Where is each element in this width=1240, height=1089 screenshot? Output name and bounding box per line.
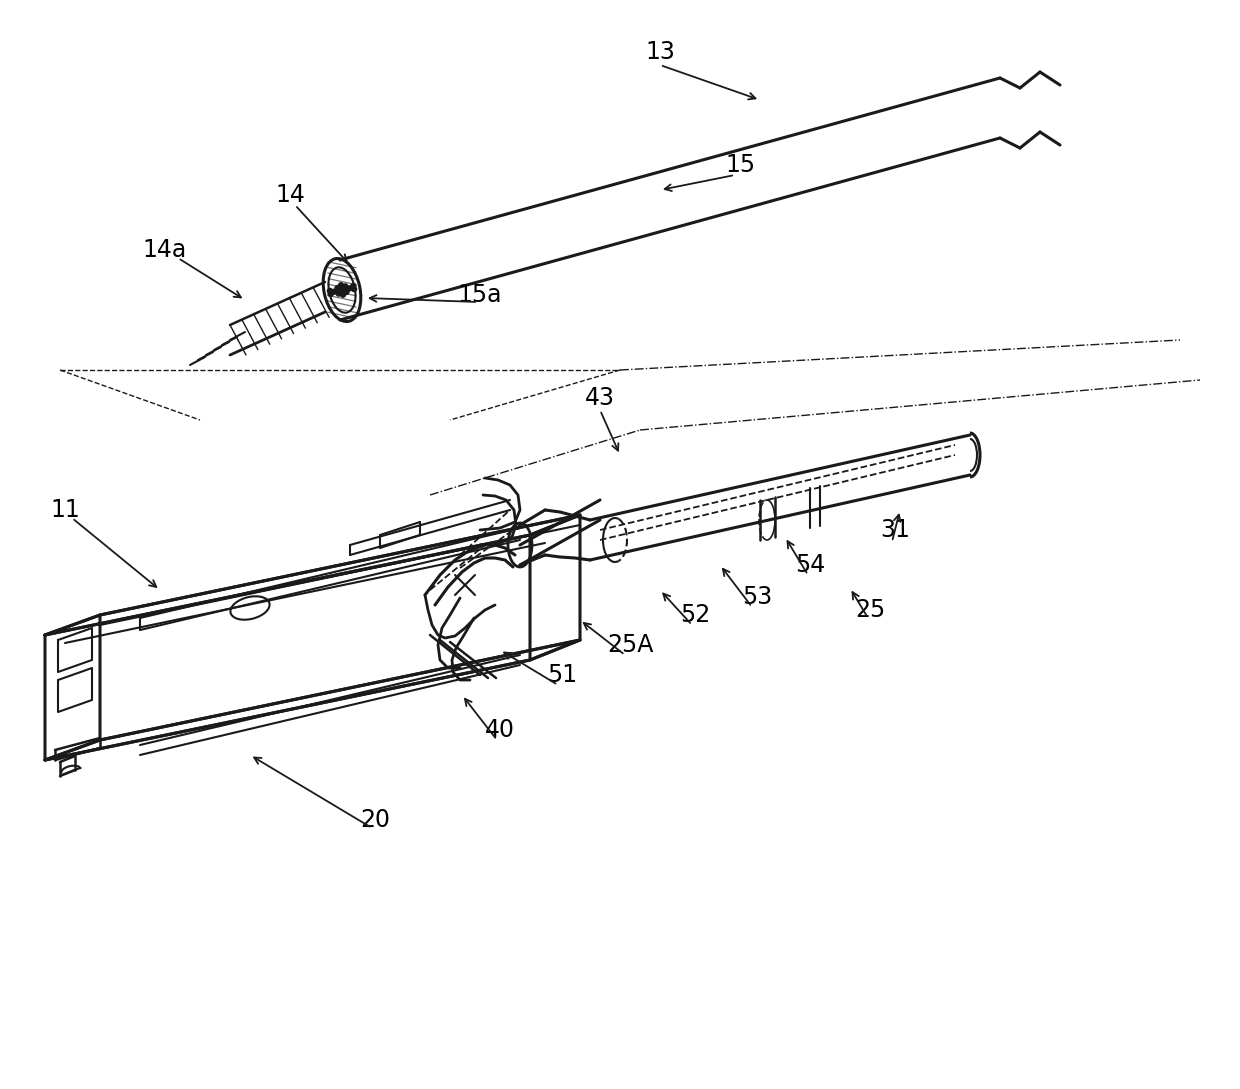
Text: 15: 15	[725, 152, 755, 178]
Text: 40: 40	[485, 718, 515, 742]
Text: 11: 11	[50, 498, 79, 522]
Circle shape	[352, 286, 357, 292]
Circle shape	[342, 284, 348, 289]
Text: 25A: 25A	[606, 633, 653, 657]
Circle shape	[340, 287, 345, 293]
Circle shape	[331, 290, 337, 294]
Text: 43: 43	[585, 386, 615, 409]
Text: 54: 54	[795, 553, 825, 577]
Text: 53: 53	[742, 585, 773, 609]
Circle shape	[336, 291, 341, 296]
Circle shape	[339, 283, 343, 287]
Circle shape	[347, 285, 352, 291]
Text: 51: 51	[547, 663, 577, 687]
Text: 14a: 14a	[143, 238, 187, 262]
Circle shape	[351, 283, 356, 289]
Text: 14: 14	[275, 183, 305, 207]
Circle shape	[343, 290, 348, 294]
Circle shape	[327, 289, 332, 293]
Circle shape	[329, 292, 334, 296]
Text: 13: 13	[645, 40, 675, 64]
Circle shape	[335, 285, 340, 291]
Text: 52: 52	[680, 603, 711, 627]
Text: 25: 25	[854, 598, 885, 622]
Text: 15a: 15a	[458, 283, 502, 307]
Circle shape	[341, 292, 346, 297]
Text: 31: 31	[880, 518, 910, 542]
Text: 20: 20	[360, 808, 391, 832]
